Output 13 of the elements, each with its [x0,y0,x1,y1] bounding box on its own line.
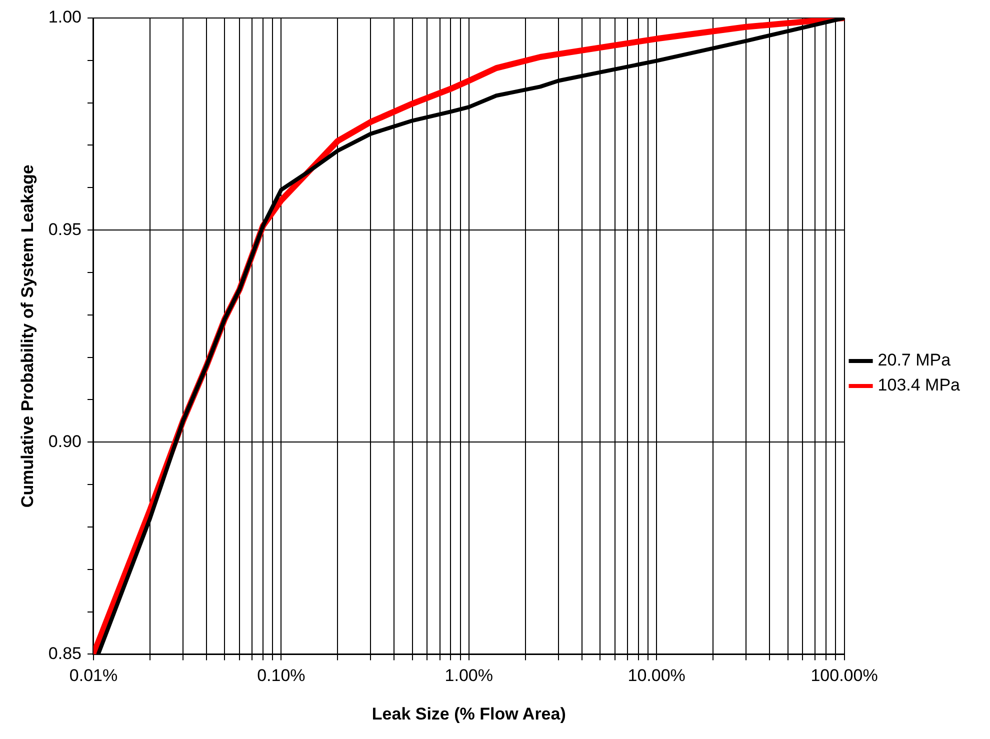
y-tick-label: 0.95 [48,220,82,239]
x-tick-label: 0.01% [69,666,118,686]
y-tick-label: 1.00 [48,8,82,27]
x-axis-title: Leak Size (% Flow Area) [372,704,566,724]
legend-label: 103.4 MPa [878,376,961,395]
x-tick-label: 1.00% [444,666,493,686]
x-tick-label: 100.00% [810,666,878,686]
y-tick-label: 0.90 [48,432,82,451]
y-tick-label: 0.85 [48,644,82,663]
x-tick-label: 0.10% [257,666,306,686]
legend-label: 20.7 MPa [878,350,952,370]
x-tick-label: 10.00% [628,666,686,686]
y-axis-title: Cumulative Probability of System Leakage [18,164,37,508]
